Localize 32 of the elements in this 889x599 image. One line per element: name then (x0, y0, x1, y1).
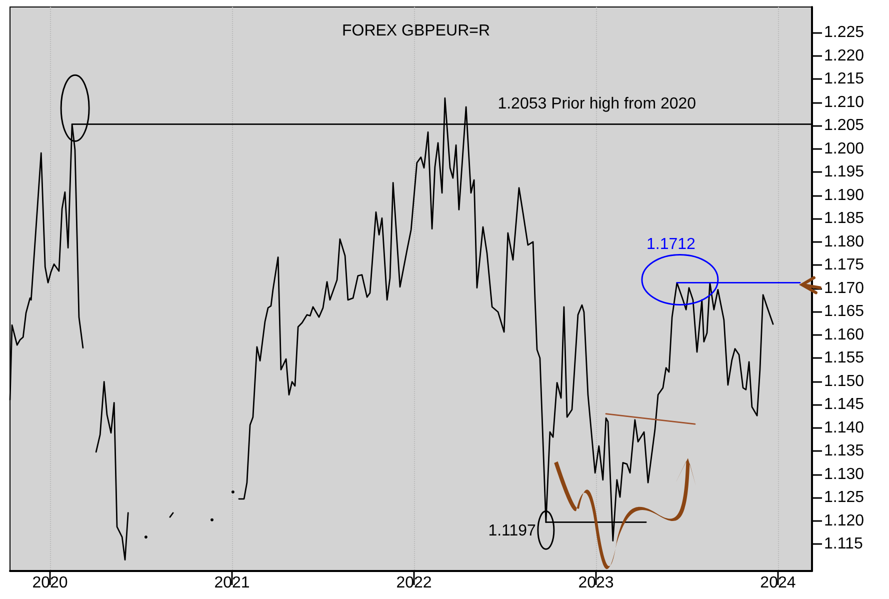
y-tick-label: 1.215 (824, 70, 864, 88)
x-tick-label: 2021 (214, 574, 250, 592)
annotation: 1.1712 (646, 236, 696, 254)
y-tick-label: 1.175 (824, 256, 864, 274)
x-tick-label: 2024 (760, 574, 796, 592)
y-tick-label: 1.190 (824, 186, 864, 204)
y-tick-label: 1.155 (824, 350, 864, 367)
x-tick-label: 2022 (396, 574, 432, 592)
annotation: 1.1197 (488, 522, 536, 540)
y-tick-label: 1.150 (824, 372, 864, 390)
y-tick-label: 1.220 (824, 47, 864, 64)
y-tick-label: 1.160 (824, 326, 864, 344)
x-tick-label: 2020 (32, 574, 68, 592)
y-tick-label: 1.135 (824, 442, 864, 460)
y-tick-label: 1.165 (824, 303, 864, 320)
y-tick-label: 1.180 (824, 233, 864, 250)
y-tick-label: 1.225 (824, 24, 864, 42)
y-tick-label: 1.130 (824, 466, 864, 483)
y-tick-label: 1.145 (824, 396, 864, 414)
y-tick-label: 1.125 (824, 489, 864, 506)
y-tick-label: 1.205 (824, 117, 864, 134)
y-tick-label: 1.170 (824, 280, 864, 297)
y-tick-label: 1.195 (824, 164, 864, 181)
y-tick-label: 1.140 (824, 419, 864, 436)
text: FOREX GBPEUR=R (342, 22, 490, 40)
y-tick-label: 1.210 (824, 94, 864, 111)
y-tick-label: 1.115 (824, 536, 863, 553)
annotation: 1.2053 Prior high from 2020 (498, 96, 696, 113)
y-tick-label: 1.185 (824, 210, 864, 228)
y-tick-label: 1.200 (824, 140, 864, 158)
x-tick-label: 2023 (578, 574, 614, 592)
y-tick-label: 1.120 (824, 512, 864, 530)
